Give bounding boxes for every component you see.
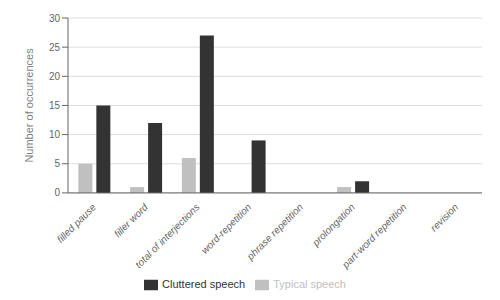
svg-text:15: 15 <box>49 100 61 111</box>
html-text:Typical speech: Typical speech <box>273 277 346 290</box>
svg-text:25: 25 <box>49 42 61 53</box>
svg-text:revision: revision <box>428 201 460 233</box>
svg-text:part-word repetition: part-word repetition <box>339 201 409 271</box>
html-text:Cluttered speech: Cluttered speech <box>162 277 246 290</box>
svg-text:Number of occurrences: Number of occurrences <box>23 48 35 163</box>
svg-text:5: 5 <box>54 158 60 169</box>
svg-text:word-repetition: word-repetition <box>199 201 254 256</box>
svg-text:0: 0 <box>54 187 60 198</box>
svg-text:30: 30 <box>49 13 61 24</box>
svg-text:10: 10 <box>49 129 61 140</box>
svg-text:filled pause: filled pause <box>55 201 99 245</box>
svg-text:total of interjections: total of interjections <box>133 201 202 270</box>
svg-text:filler word: filler word <box>112 201 150 239</box>
svg-text:phrase repetition: phrase repetition <box>244 201 305 262</box>
svg-text:20: 20 <box>49 71 61 82</box>
svg-text:prolongation: prolongation <box>309 201 357 249</box>
